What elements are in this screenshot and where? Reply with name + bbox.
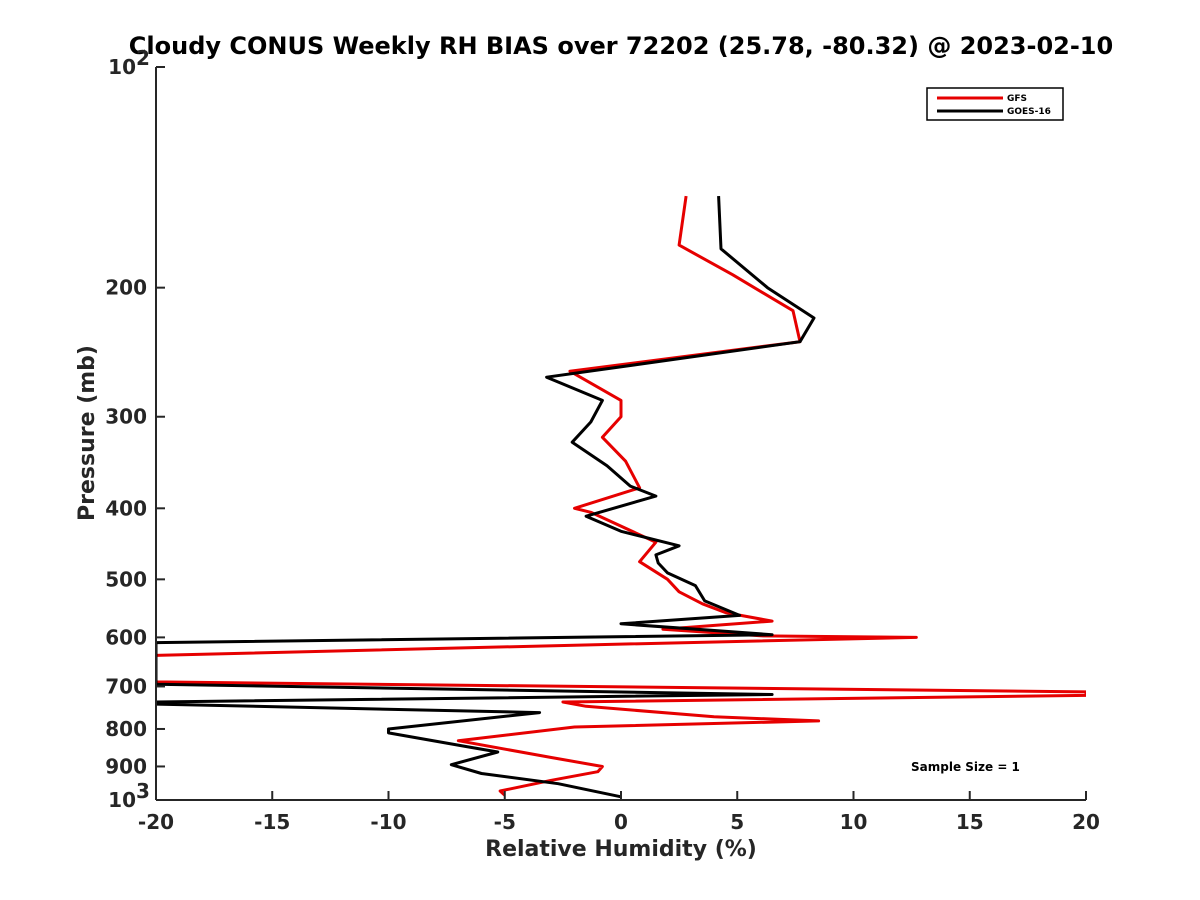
x-tick-label: -5	[494, 810, 516, 834]
y-tick-label: 500	[105, 567, 147, 591]
x-tick-label: 20	[1072, 810, 1100, 834]
series-line-gfs	[156, 195, 1086, 797]
legend: GFS GOES-16	[926, 87, 1064, 121]
chart-title: Cloudy CONUS Weekly RH BIAS over 72202 (…	[129, 32, 1113, 60]
y-tick-label: 900	[105, 754, 147, 778]
y-tick-label: 300	[105, 405, 147, 429]
legend-label: GFS	[1007, 94, 1027, 104]
x-tick-label: -20	[138, 810, 174, 834]
x-tick-label: -10	[370, 810, 406, 834]
y-tick-label: 700	[105, 674, 147, 698]
y-tick-exponent: 3	[136, 779, 150, 803]
y-tick-label: 10	[108, 55, 136, 79]
x-axis-label: Relative Humidity (%)	[485, 837, 757, 862]
y-tick-label: 600	[105, 625, 147, 649]
x-tick-label: 0	[614, 810, 628, 834]
x-tick-label: 5	[730, 810, 744, 834]
y-axis-label: Pressure (mb)	[75, 345, 100, 521]
y-tick-label: 800	[105, 717, 147, 741]
legend-label: GOES-16	[1007, 107, 1051, 117]
y-tick-label: 400	[105, 496, 147, 520]
series-line-goes-16	[156, 196, 816, 799]
x-tick-label: 10	[840, 810, 868, 834]
y-tick-exponent: 2	[136, 46, 150, 70]
series-layer	[156, 195, 1086, 799]
x-tick-label: 15	[956, 810, 984, 834]
sample-size-annotation: Sample Size = 1	[911, 760, 1020, 774]
y-tick-label: 10	[108, 788, 136, 812]
y-tick-label: 200	[105, 276, 147, 300]
x-tick-label: -15	[254, 810, 290, 834]
legend-box	[926, 87, 1064, 121]
